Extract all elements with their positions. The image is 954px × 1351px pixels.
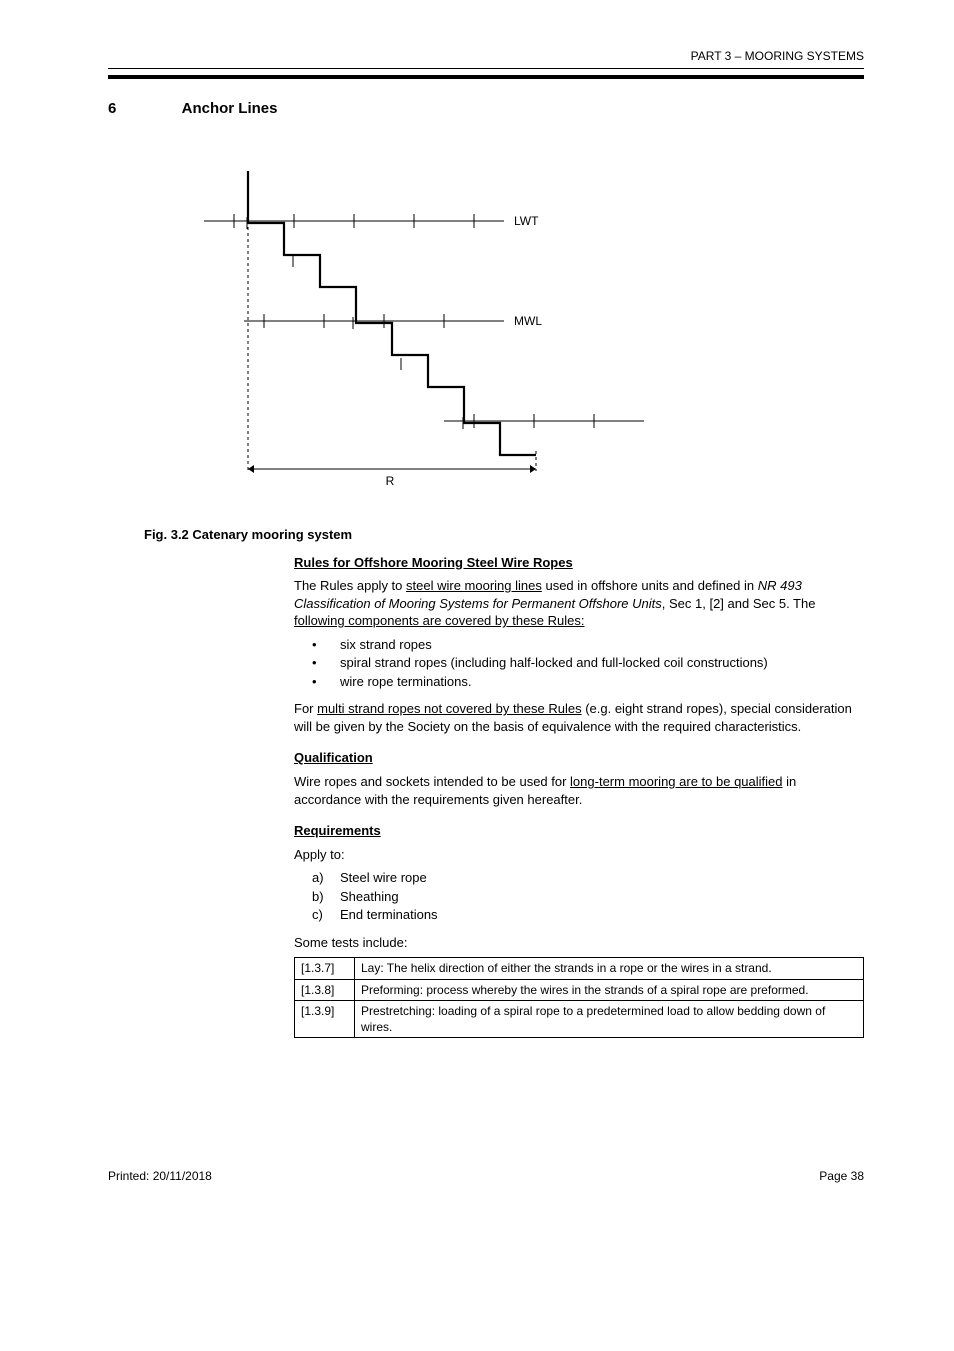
section-number: 6 (108, 99, 178, 119)
p2-pre: For (294, 701, 317, 716)
qt-pre: Wire ropes and sockets intended to be us… (294, 774, 570, 789)
svg-text:R: R (386, 474, 395, 488)
figure-caption: Fig. 3.2 Catenary mooring system (144, 526, 864, 544)
section-title: Anchor Lines (182, 100, 278, 117)
svg-text:LWT: LWT (514, 214, 539, 228)
term-value: Lay: The helix direction of either the s… (355, 958, 864, 979)
footer-left: Printed: 20/11/2018 (108, 1168, 212, 1184)
bullet-item: •wire rope terminations. (312, 673, 864, 691)
p1-u: steel wire mooring lines (406, 578, 542, 593)
table-row: [1.3.7]Lay: The helix direction of eithe… (295, 958, 864, 979)
bullets-1: •six strand ropes•spiral strand ropes (i… (294, 636, 864, 691)
bullet-marker: • (312, 673, 340, 691)
bullet-item: •six strand ropes (312, 636, 864, 654)
req-value: Steel wire rope (340, 869, 427, 887)
figure-svg: LWTMWLHWTR (144, 151, 644, 511)
req-item: a)Steel wire rope (312, 869, 864, 887)
bullet-text: wire rope terminations. (340, 673, 472, 691)
req-heading: Requirements (294, 822, 864, 840)
rule-thick (108, 75, 864, 79)
term-key: [1.3.7] (295, 958, 355, 979)
p1-pre: The Rules apply to (294, 578, 406, 593)
term-value: Prestretching: loading of a spiral rope … (355, 1000, 864, 1037)
rules-heading: Rules for Offshore Mooring Steel Wire Ro… (294, 554, 864, 572)
req-key: c) (312, 906, 340, 924)
header-doc-title: PART 3 – MOORING SYSTEMS (108, 48, 864, 64)
tests-intro: Some tests include: (294, 934, 864, 952)
req-key: b) (312, 888, 340, 906)
req-intro: Apply to: (294, 846, 864, 864)
req-list: a)Steel wire ropeb)Sheathingc)End termin… (294, 869, 864, 924)
req-item: b)Sheathing (312, 888, 864, 906)
p1-tail: , Sec 1, [2] and Sec 5. The (662, 596, 816, 611)
bullet-text: six strand ropes (340, 636, 432, 654)
terms-table: [1.3.7]Lay: The helix direction of eithe… (294, 957, 864, 1038)
para-1: The Rules apply to steel wire mooring li… (294, 577, 864, 630)
req-value: Sheathing (340, 888, 399, 906)
qual-heading: Qualification (294, 749, 864, 767)
svg-text:MWL: MWL (514, 314, 542, 328)
p1-u2: following components are covered by thes… (294, 613, 585, 628)
table-row: [1.3.9]Prestretching: loading of a spira… (295, 1000, 864, 1037)
rule-thin (108, 68, 864, 69)
term-key: [1.3.8] (295, 979, 355, 1000)
para-2: For multi strand ropes not covered by th… (294, 700, 864, 735)
qual-text: Wire ropes and sockets intended to be us… (294, 773, 864, 808)
table-row: [1.3.8]Preforming: process whereby the w… (295, 979, 864, 1000)
section-heading: 6 Anchor Lines (108, 99, 864, 119)
content-column: Rules for Offshore Mooring Steel Wire Ro… (294, 554, 864, 1039)
qt-u: long-term mooring are to be qualified (570, 774, 782, 789)
bullet-item: •spiral strand ropes (including half-loc… (312, 654, 864, 672)
term-key: [1.3.9] (295, 1000, 355, 1037)
footer-right: Page 38 (819, 1168, 864, 1184)
term-value: Preforming: process whereby the wires in… (355, 979, 864, 1000)
p1-post: used in offshore units and defined in (542, 578, 758, 593)
req-key: a) (312, 869, 340, 887)
req-item: c)End terminations (312, 906, 864, 924)
p2-u: multi strand ropes not covered by these … (317, 701, 581, 716)
page-footer: Printed: 20/11/2018 Page 38 (108, 1168, 864, 1184)
bullet-text: spiral strand ropes (including half-lock… (340, 654, 768, 672)
bullet-marker: • (312, 636, 340, 654)
req-value: End terminations (340, 906, 438, 924)
bullet-marker: • (312, 654, 340, 672)
figure: LWTMWLHWTR (144, 151, 864, 516)
